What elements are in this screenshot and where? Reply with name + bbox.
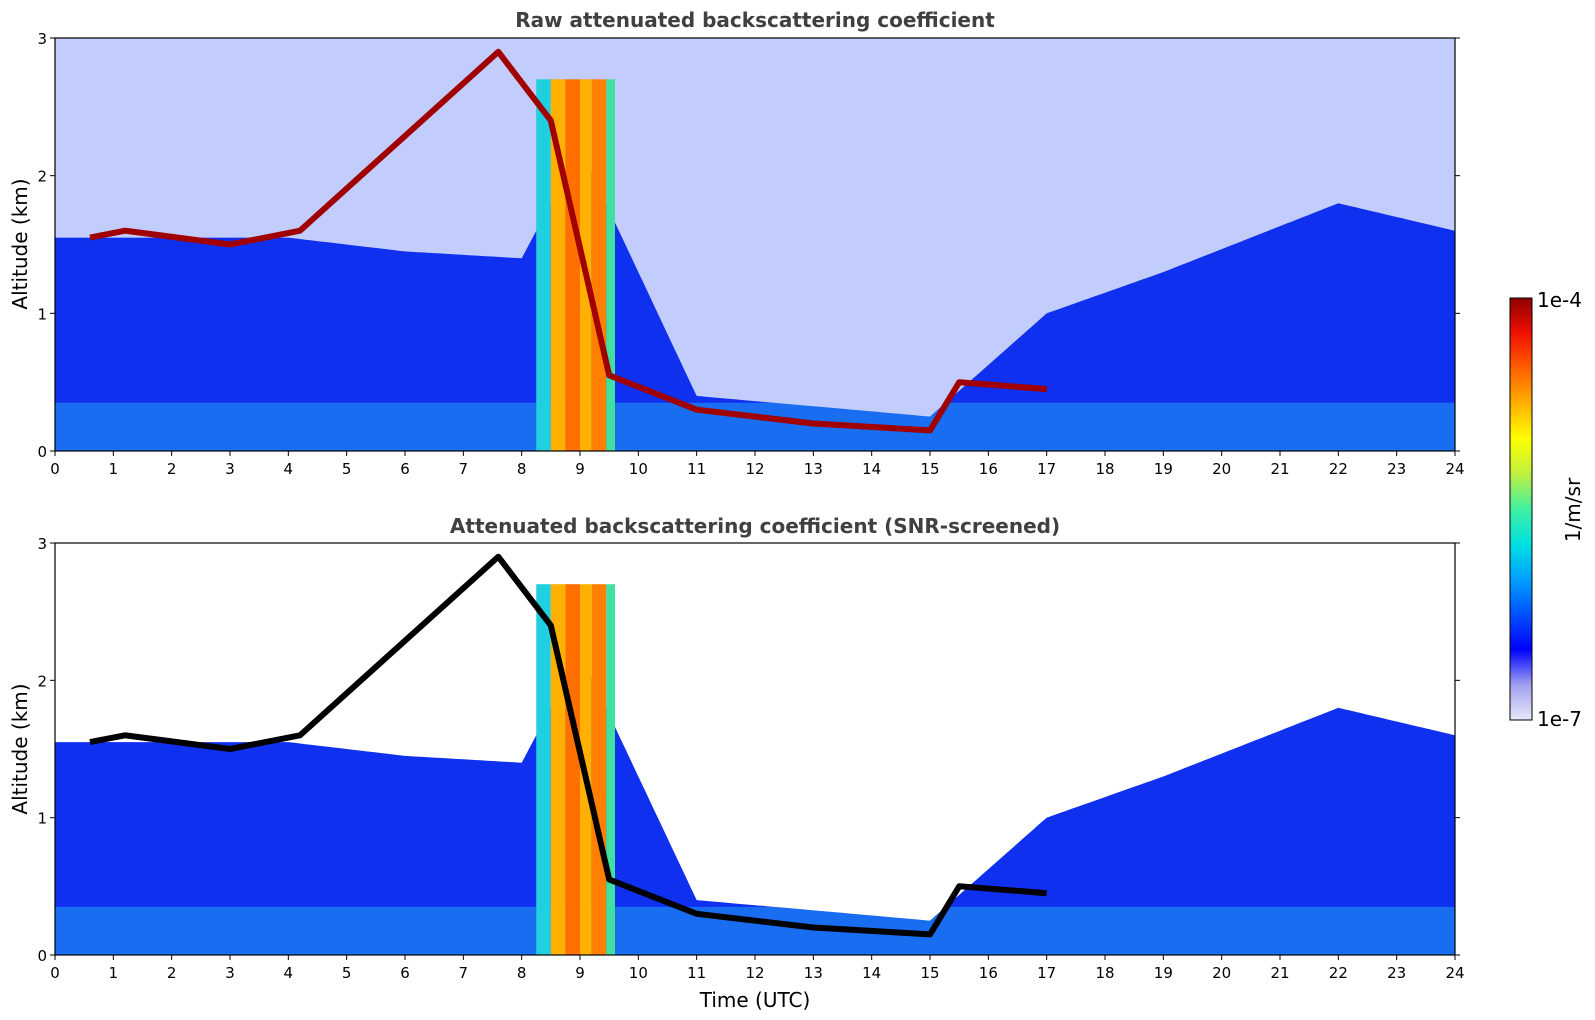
x-tick-label: 15 (920, 460, 939, 478)
x-tick-label: 0 (50, 964, 60, 982)
x-tick-label: 7 (459, 460, 469, 478)
x-tick-label: 1 (109, 964, 119, 982)
x-tick-label: 10 (629, 964, 648, 982)
x-tick-label: 6 (400, 460, 410, 478)
surface-layer (55, 402, 1455, 451)
x-tick-label: 5 (342, 964, 352, 982)
panel-raw-y-label: Altitude (km) (8, 178, 32, 309)
y-tick-label: 3 (37, 535, 47, 553)
x-tick-label: 11 (687, 964, 706, 982)
panel-raw-x-axis: 0 1 2 3 4 5 6 7 8 9 10 11 12 13 14 15 16 17 18 19 20 21 22 23 24 (50, 451, 1465, 478)
cloud-base-line (89, 48, 1047, 434)
precipitation-column (536, 79, 551, 451)
panel-raw-plot-area (55, 38, 1455, 451)
precipitation-column (536, 584, 551, 955)
x-tick-label: 18 (1095, 460, 1114, 478)
x-tick-label: 16 (979, 460, 998, 478)
y-tick-label: 0 (37, 443, 47, 461)
x-tick-label: 19 (1154, 964, 1173, 982)
precipitation-column (565, 79, 580, 451)
x-tick-label: 17 (1037, 964, 1056, 982)
x-tick-label: 12 (745, 460, 764, 478)
precipitation-column (606, 79, 615, 451)
x-tick-label: 20 (1212, 964, 1231, 982)
x-tick-label: 4 (284, 964, 294, 982)
x-tick-label: 19 (1154, 460, 1173, 478)
x-tick-label: 21 (1270, 964, 1289, 982)
x-tick-label: 14 (862, 964, 881, 982)
x-tick-label: 0 (50, 460, 60, 478)
x-tick-label: 15 (920, 964, 939, 982)
x-tick-label: 1 (109, 460, 119, 478)
x-tick-label: 11 (687, 460, 706, 478)
colorbar-scale (1509, 297, 1533, 721)
aerosol-layer (55, 148, 1455, 451)
panel-screened-y-label: Altitude (km) (8, 683, 32, 814)
precipitation-column (565, 584, 580, 955)
precipitation-column (591, 79, 607, 451)
x-tick-label: 22 (1329, 460, 1348, 478)
x-tick-label: 10 (629, 460, 648, 478)
surface-layer (55, 906, 1455, 955)
precipitation-column (606, 584, 615, 955)
y-tick-label: 1 (37, 810, 47, 828)
panel-raw: Raw attenuated backscattering coefficien… (8, 8, 1465, 478)
panel-raw-y-axis: 0 1 2 3 (37, 30, 1460, 461)
x-tick-label: 21 (1270, 460, 1289, 478)
y-tick-label: 3 (37, 30, 47, 48)
x-tick-label: 24 (1445, 964, 1464, 982)
x-tick-label: 6 (400, 964, 410, 982)
x-tick-label: 12 (745, 964, 764, 982)
x-tick-label: 13 (804, 460, 823, 478)
x-tick-label: 3 (225, 460, 235, 478)
y-tick-label: 2 (37, 672, 47, 690)
panel-screened-title: Attenuated backscattering coefficient (S… (450, 514, 1060, 538)
x-tick-label: 4 (284, 460, 294, 478)
x-tick-label: 18 (1095, 964, 1114, 982)
x-tick-label: 9 (575, 964, 585, 982)
colorbar: 1e-4 1e-7 1/m/sr (1509, 288, 1585, 731)
x-tick-label: 5 (342, 460, 352, 478)
x-tick-label: 16 (979, 964, 998, 982)
cloud-base-line (89, 553, 1047, 938)
y-tick-label: 1 (37, 305, 47, 323)
x-tick-label: 17 (1037, 460, 1056, 478)
x-tick-label: 2 (167, 964, 177, 982)
colorbar-max-label: 1e-4 (1537, 288, 1582, 312)
x-tick-label: 9 (575, 460, 585, 478)
x-tick-label: 7 (459, 964, 469, 982)
panel-screened: Attenuated backscattering coefficient (S… (8, 514, 1465, 1012)
x-tick-label: 22 (1329, 964, 1348, 982)
precipitation-column (591, 584, 607, 955)
colorbar-unit-label: 1/m/sr (1561, 477, 1585, 542)
panel-screened-x-axis: 0 1 2 3 4 5 6 7 8 9 10 11 12 13 14 15 16 17 18 19 20 21 22 23 24 (50, 955, 1465, 982)
x-tick-label: 23 (1387, 964, 1406, 982)
x-tick-label: 8 (517, 460, 527, 478)
aerosol-layer (55, 652, 1455, 955)
colorbar-min-label: 1e-7 (1537, 707, 1582, 731)
x-tick-label: 2 (167, 460, 177, 478)
x-tick-label: 23 (1387, 460, 1406, 478)
x-tick-label: 24 (1445, 460, 1464, 478)
x-tick-label: 3 (225, 964, 235, 982)
x-tick-label: 13 (804, 964, 823, 982)
panel-raw-title: Raw attenuated backscattering coefficien… (515, 8, 995, 32)
y-tick-label: 0 (37, 947, 47, 965)
x-tick-label: 20 (1212, 460, 1231, 478)
panel-screened-y-axis: 0 1 2 3 (37, 535, 1460, 965)
panel-screened-x-label: Time (UTC) (699, 988, 811, 1012)
y-tick-label: 2 (37, 168, 47, 186)
x-tick-label: 8 (517, 964, 527, 982)
x-tick-label: 14 (862, 460, 881, 478)
panel-screened-plot-area (55, 543, 1455, 955)
